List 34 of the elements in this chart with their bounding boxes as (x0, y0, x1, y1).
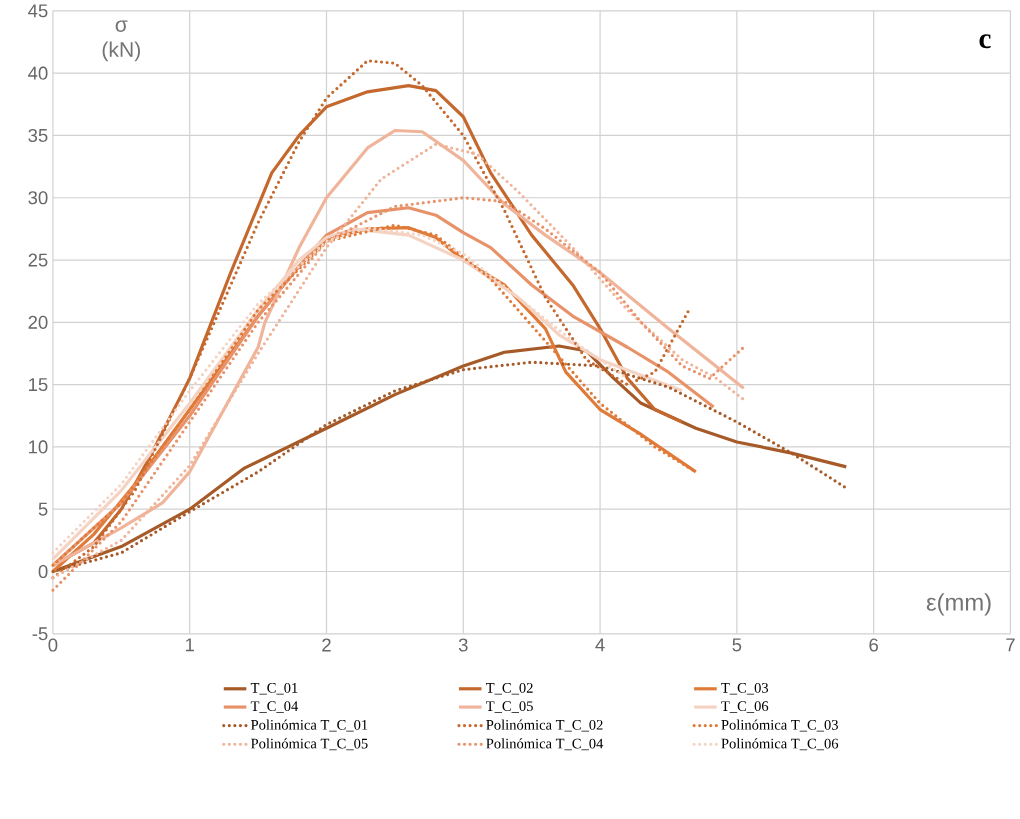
y-tick-label: 45 (28, 4, 48, 18)
legend-label: Polinómica T_C_05 (250, 738, 368, 751)
y-tick-label: 25 (28, 253, 48, 267)
legend-label: T_C_04 (250, 701, 299, 713)
legend-label: T_C_01 (250, 682, 298, 695)
y-tick-label: -5 (32, 627, 48, 641)
legend-label: T_C_03 (721, 682, 769, 695)
y-tick-label: 20 (28, 315, 48, 329)
y-tick-label: 40 (28, 66, 48, 80)
y-tick-label: 30 (28, 191, 48, 205)
legend-label: Polinómica T_C_06 (721, 738, 839, 751)
x-tick-label: 6 (869, 638, 878, 652)
legend-label: T_C_02 (486, 682, 533, 695)
legend-label: Polinómica T_C_01 (250, 719, 368, 732)
annotation: c (979, 34, 991, 49)
y-axis-title: σ (kN) (102, 20, 140, 62)
x-tick-label: 2 (322, 638, 331, 652)
x-tick-label: 4 (595, 638, 605, 652)
y-tick-label: 15 (29, 378, 48, 392)
x-axis-title: ε(mm) (926, 593, 991, 616)
x-tick-label: 7 (1006, 638, 1015, 652)
y-tick-label: 0 (38, 564, 48, 579)
legend-label: T_C_06 (721, 701, 769, 713)
y-tick-label: 10 (29, 440, 48, 454)
legend-label: Polinómica T_C_03 (721, 719, 838, 732)
x-tick-label: 3 (458, 638, 468, 652)
x-tick-label: 1 (185, 638, 194, 652)
legend-label: Polinómica T_C_02 (486, 719, 603, 732)
x-tick-label: 0 (48, 638, 58, 652)
y-tick-label: 5 (38, 502, 48, 516)
legend-label: Polinómica T_C_04 (486, 738, 604, 751)
y-tick-label: 35 (28, 128, 48, 143)
x-tick-label: 5 (732, 638, 742, 652)
legend-label: T_C_05 (486, 701, 533, 713)
